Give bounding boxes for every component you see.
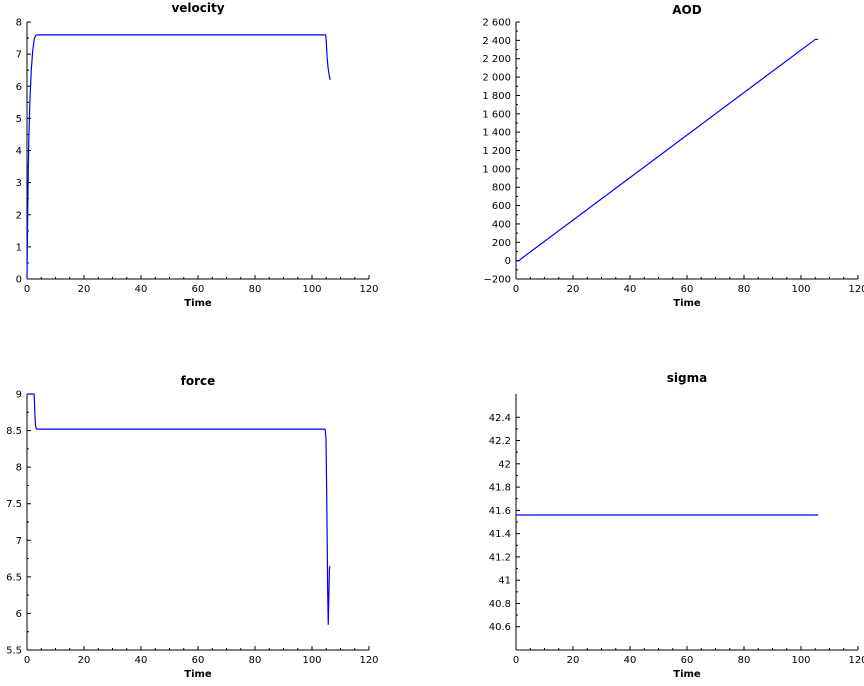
- x-tick-label: 40: [624, 284, 637, 295]
- y-tick-label: 6.5: [6, 572, 22, 583]
- x-tick-label: 100: [791, 284, 810, 295]
- y-tick-label: 1 800: [482, 91, 511, 102]
- y-tick-label: 5.5: [6, 646, 22, 657]
- x-tick-label: 120: [848, 284, 864, 295]
- x-tick-label: 100: [791, 655, 810, 666]
- x-tick-label: 0: [24, 284, 30, 295]
- chart-title: force: [181, 374, 216, 388]
- x-tick-label: 80: [249, 284, 262, 295]
- x-tick-label: 0: [513, 655, 519, 666]
- x-tick-label: 100: [302, 655, 321, 666]
- y-tick-label: 41.4: [489, 529, 511, 540]
- y-tick-label: 1 200: [482, 146, 511, 157]
- y-tick-label: 1 600: [482, 109, 511, 120]
- x-axis-label: Time: [673, 298, 701, 309]
- y-tick-label: 8: [16, 18, 22, 29]
- x-axis-label: Time: [673, 669, 701, 680]
- x-tick-label: 60: [192, 655, 205, 666]
- y-tick-label: 41.6: [489, 506, 511, 517]
- x-tick-label: 0: [24, 655, 30, 666]
- y-tick-label: 41: [498, 576, 511, 587]
- x-tick-label: 40: [624, 655, 637, 666]
- y-tick-label: 41.8: [489, 483, 511, 494]
- y-tick-label: 0: [505, 256, 511, 267]
- y-tick-label: 42.2: [489, 436, 511, 447]
- y-tick-label: 7.5: [6, 499, 22, 510]
- x-tick-label: 120: [848, 655, 864, 666]
- y-tick-label: 6: [16, 82, 22, 93]
- y-tick-label: 2: [16, 210, 22, 221]
- y-tick-label: 1 000: [482, 164, 511, 175]
- y-tick-label: 1: [16, 242, 22, 253]
- x-tick-label: 80: [738, 284, 751, 295]
- chart-title: sigma: [667, 371, 707, 385]
- x-tick-label: 120: [359, 655, 378, 666]
- y-tick-label: 42.4: [489, 413, 511, 424]
- y-tick-label: 800: [492, 183, 511, 194]
- x-tick-label: 0: [513, 284, 519, 295]
- y-tick-label: 41.2: [489, 552, 511, 563]
- y-tick-label: 200: [492, 238, 511, 249]
- y-tick-label: 2 400: [482, 36, 511, 47]
- chart-title: velocity: [171, 1, 224, 15]
- x-tick-label: 60: [192, 284, 205, 295]
- y-tick-label: 40.6: [489, 622, 511, 633]
- y-tick-label: 2 000: [482, 73, 511, 84]
- y-tick-label: 400: [492, 219, 511, 230]
- y-tick-label: 4: [16, 146, 22, 157]
- x-tick-label: 80: [249, 655, 262, 666]
- x-tick-label: 60: [681, 284, 694, 295]
- y-tick-label: 3: [16, 178, 22, 189]
- y-tick-label: 42: [498, 459, 511, 470]
- y-tick-label: 6: [16, 609, 22, 620]
- y-tick-label: 9: [16, 390, 22, 401]
- y-tick-label: 40.8: [489, 599, 511, 610]
- y-tick-label: 8.5: [6, 426, 22, 437]
- y-tick-label: 7: [16, 50, 22, 61]
- x-tick-label: 120: [359, 284, 378, 295]
- y-tick-label: 600: [492, 201, 511, 212]
- x-axis-label: Time: [184, 298, 212, 309]
- x-tick-label: 20: [567, 655, 580, 666]
- y-tick-label: 0: [16, 275, 22, 286]
- x-tick-label: 20: [78, 655, 91, 666]
- y-tick-label: 2 600: [482, 18, 511, 29]
- x-tick-label: 40: [135, 284, 148, 295]
- series-line: [27, 393, 331, 626]
- x-tick-label: 100: [302, 284, 321, 295]
- x-tick-label: 20: [78, 284, 91, 295]
- series-line: [26, 34, 331, 280]
- y-tick-label: 1 400: [482, 128, 511, 139]
- x-axis-label: Time: [184, 669, 212, 680]
- velocity-chart: velocity 0 20 40 60 80 100 120 0 1 2 3 4 5 6 7 8 Time: [16, 1, 379, 309]
- y-tick-label: 7: [16, 536, 22, 547]
- y-tick-label: 8: [16, 463, 22, 474]
- x-tick-label: 40: [135, 655, 148, 666]
- force-chart: force 0 20 40 60 80 100 120 5.5 6 6.5 7 7.5 8 8.5 9 Time: [6, 374, 378, 680]
- series-line: [516, 38, 819, 262]
- chart-title: AOD: [672, 3, 701, 17]
- y-tick-label: 2 200: [482, 54, 511, 65]
- sigma-chart: sigma 0 20 40 60 80 100 120 40.6 40.8 41 41.2 41.4 41…: [489, 371, 864, 680]
- x-tick-label: 60: [681, 655, 694, 666]
- x-tick-label: 80: [738, 655, 751, 666]
- x-tick-label: 20: [567, 284, 580, 295]
- y-tick-label: 5: [16, 114, 22, 125]
- y-tick-label: −200: [484, 275, 511, 286]
